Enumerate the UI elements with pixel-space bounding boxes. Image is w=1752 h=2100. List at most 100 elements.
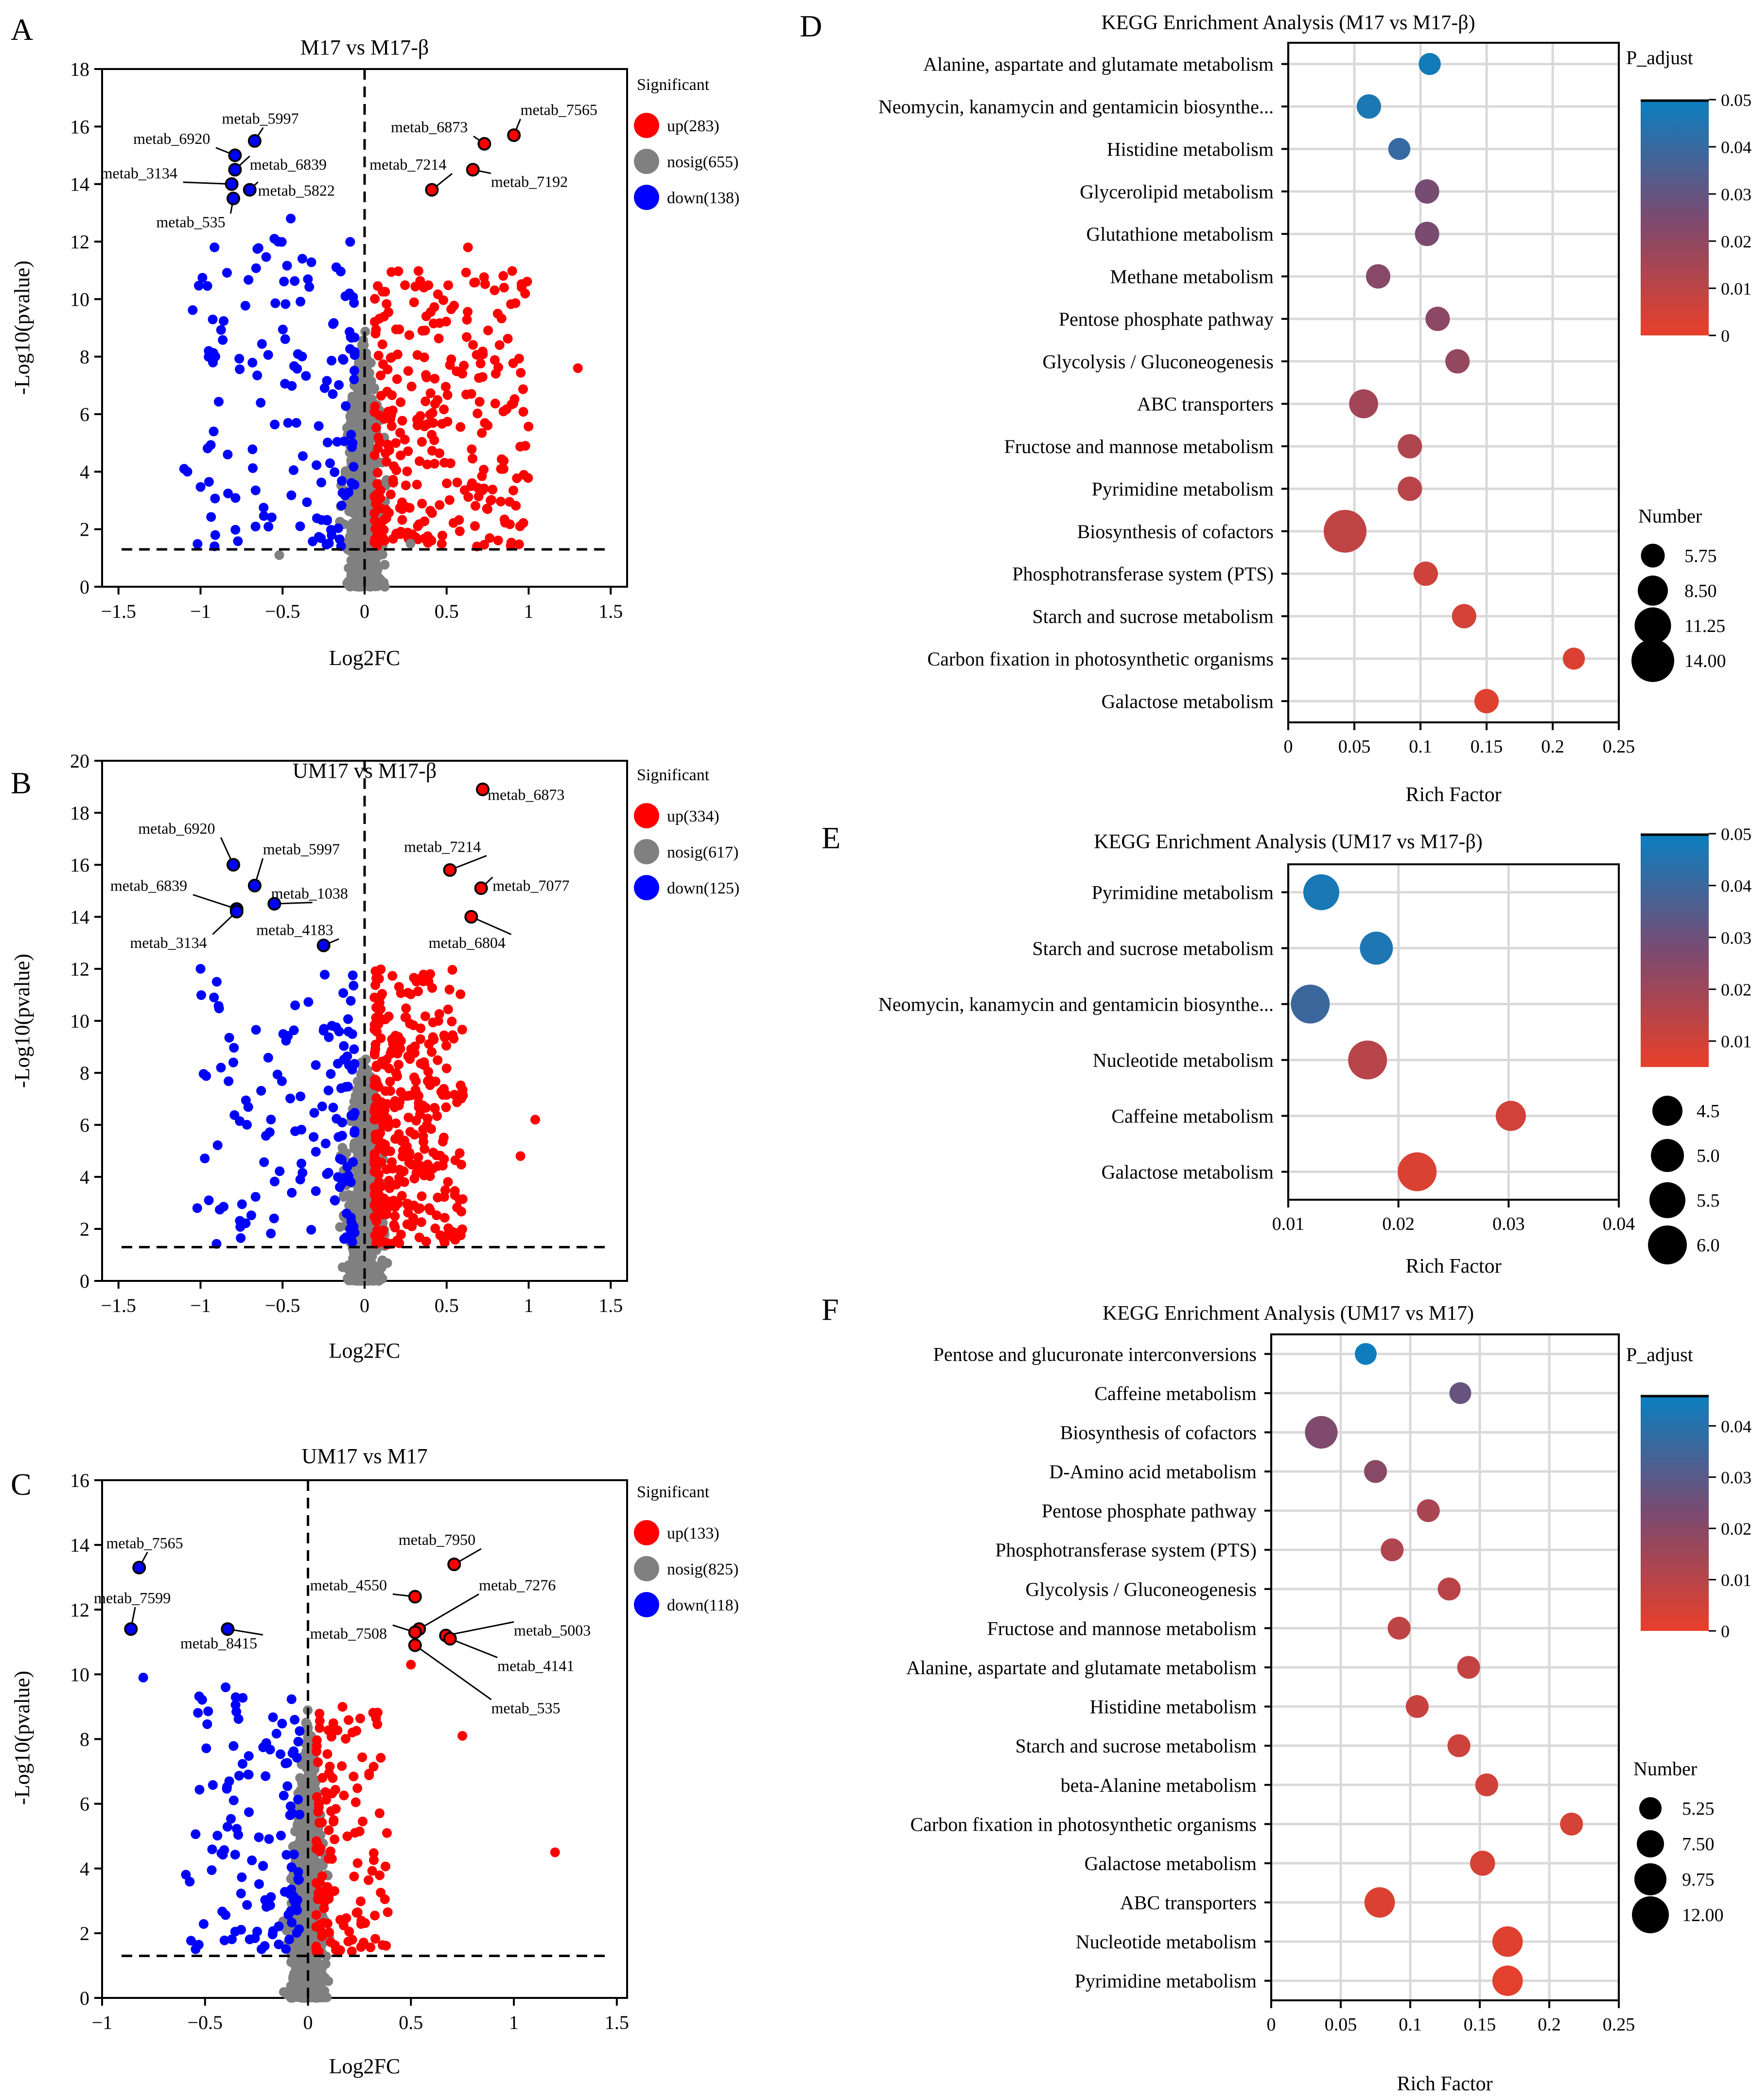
point-down bbox=[280, 1887, 290, 1897]
category-label: Glutathione metabolism bbox=[1086, 223, 1274, 245]
point-nosig bbox=[351, 1191, 361, 1201]
point-nosig bbox=[353, 581, 363, 591]
point-up bbox=[439, 1238, 450, 1248]
point-up bbox=[369, 317, 380, 327]
point-down bbox=[202, 1719, 212, 1729]
point-nosig bbox=[281, 1925, 292, 1936]
x-tick-label: 1.5 bbox=[605, 2012, 629, 2033]
point-up bbox=[508, 485, 519, 495]
category-label: Histidine metabolism bbox=[1107, 138, 1274, 160]
point-up bbox=[355, 1896, 366, 1907]
point-down bbox=[302, 497, 312, 508]
point-down bbox=[200, 1154, 210, 1164]
point-up bbox=[382, 299, 392, 309]
point-up bbox=[419, 352, 429, 363]
point-up bbox=[422, 1076, 433, 1086]
point-down bbox=[237, 1199, 247, 1209]
point-down bbox=[339, 1234, 349, 1244]
point-nosig bbox=[357, 1077, 368, 1087]
point-down bbox=[349, 980, 359, 991]
annotation-label: metab_6920 bbox=[133, 130, 210, 147]
point-up bbox=[505, 519, 515, 529]
point-down bbox=[349, 298, 359, 308]
point-nosig bbox=[380, 582, 390, 592]
point-up bbox=[385, 1086, 395, 1096]
annotation-leader-line bbox=[193, 894, 237, 910]
point-down bbox=[264, 1834, 274, 1844]
point-down bbox=[254, 1832, 264, 1842]
point-down bbox=[218, 1850, 228, 1860]
point-down bbox=[257, 339, 267, 349]
point-up bbox=[428, 418, 438, 428]
point-up bbox=[429, 458, 439, 469]
point-up bbox=[479, 272, 489, 282]
point-up bbox=[411, 1076, 421, 1086]
point-up bbox=[477, 471, 487, 481]
point-up bbox=[414, 1091, 424, 1101]
point-down bbox=[330, 467, 340, 477]
point-down bbox=[269, 1213, 279, 1224]
point-down bbox=[290, 1715, 300, 1725]
point-down bbox=[250, 522, 261, 532]
point-up bbox=[372, 1079, 382, 1089]
point-up bbox=[414, 1102, 424, 1112]
point-up bbox=[402, 466, 412, 476]
point-up bbox=[440, 382, 451, 392]
enrichment-bubble bbox=[1398, 1152, 1437, 1191]
point-down bbox=[317, 1102, 327, 1112]
point-up bbox=[412, 1158, 422, 1169]
point-up bbox=[349, 1771, 359, 1782]
point-up bbox=[437, 419, 447, 429]
point-down bbox=[284, 1934, 295, 1944]
x-tick-label: 0.05 bbox=[1325, 2014, 1357, 2035]
point-up bbox=[381, 448, 391, 458]
volcano-plot-a: M17 vs M17-β metab_7565metab_6873metab_7… bbox=[10, 35, 739, 670]
annotation-label: metab_6873 bbox=[488, 786, 564, 803]
panel-letter-e: E bbox=[822, 821, 841, 855]
volcano-a-title: M17 vs M17-β bbox=[300, 35, 429, 59]
point-up bbox=[506, 538, 516, 548]
point-nosig bbox=[343, 1191, 353, 1202]
enrichment-bubble bbox=[1355, 1343, 1377, 1365]
y-tick-label: 2 bbox=[80, 1923, 89, 1944]
point-up bbox=[420, 325, 430, 335]
point-up bbox=[432, 1210, 442, 1221]
point-up bbox=[439, 1213, 450, 1223]
point-up bbox=[503, 333, 513, 344]
point-up bbox=[393, 1032, 403, 1042]
point-down bbox=[222, 268, 232, 278]
point-up bbox=[410, 281, 420, 292]
point-up bbox=[352, 1783, 363, 1793]
point-up bbox=[370, 1025, 381, 1035]
point-nosig bbox=[354, 502, 365, 512]
point-down bbox=[338, 355, 349, 365]
x-tick-label: 0.5 bbox=[435, 1295, 459, 1316]
point-up bbox=[485, 533, 495, 543]
point-up bbox=[368, 1762, 379, 1772]
point-down bbox=[261, 1771, 271, 1781]
point-up bbox=[437, 539, 447, 549]
point-down bbox=[204, 1195, 214, 1206]
point-down bbox=[349, 366, 359, 376]
point-down bbox=[319, 383, 330, 393]
point-down bbox=[210, 493, 220, 504]
point-nosig bbox=[360, 530, 370, 540]
category-label: Pyrimidine metabolism bbox=[1075, 1970, 1257, 1992]
point-up bbox=[313, 1757, 323, 1768]
point-down bbox=[230, 493, 241, 503]
point-up bbox=[395, 428, 405, 438]
volcano-a-annotations: metab_7565 metab_6873 metab_7214 metab_7192… bbox=[101, 101, 597, 231]
point-nosig bbox=[366, 1174, 376, 1185]
category-label: Carbon fixation in photosynthetic organi… bbox=[927, 648, 1274, 670]
category-label: Pentose and glucuronate interconversions bbox=[933, 1343, 1257, 1365]
volcano-a-x-label: Log2FC bbox=[329, 646, 401, 670]
highlight-point bbox=[247, 134, 262, 148]
point-down bbox=[221, 1910, 231, 1920]
annotation-label: metab_6920 bbox=[138, 820, 215, 837]
point-down bbox=[274, 1939, 284, 1949]
point-up bbox=[496, 454, 507, 464]
point-down bbox=[291, 418, 301, 428]
point-nosig bbox=[319, 1986, 330, 1996]
y-tick-label: 18 bbox=[70, 58, 89, 80]
point-up bbox=[403, 1051, 413, 1061]
